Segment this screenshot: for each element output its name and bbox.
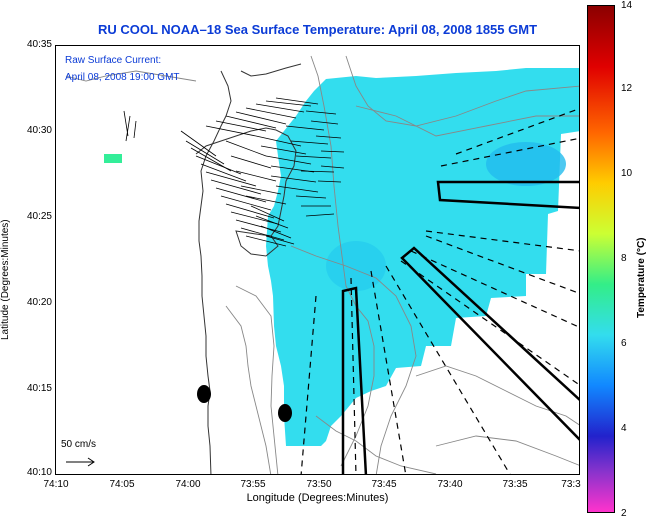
radar-station-marker (278, 404, 292, 422)
sst-cool-patch (326, 241, 386, 291)
current-vectors (123, 97, 345, 247)
sst-warm-patch (104, 154, 122, 163)
coastline (195, 127, 297, 237)
radar-bearings (300, 108, 579, 474)
x-tick-label: 73:35 (502, 479, 528, 490)
colorbar-label: Temperature (°C) (636, 237, 647, 319)
colorbar-tick: 8 (621, 253, 627, 264)
x-tick-label: 74:10 (43, 479, 69, 490)
colorbar-tick: 2 (621, 508, 627, 519)
current-label: Raw Surface Current: (65, 55, 162, 66)
colorbar-tick: 4 (621, 423, 627, 434)
y-tick-label: 40:35 (26, 39, 52, 50)
y-tick-label: 40:30 (26, 125, 52, 136)
sst-cool-patch (486, 142, 566, 186)
map-canvas[interactable]: Raw Surface Current: April 08, 2008 19:0… (55, 45, 580, 475)
x-tick-label: 73:55 (240, 479, 266, 490)
x-tick-label: 73:3 (561, 479, 581, 490)
coastline (240, 63, 302, 77)
colorbar-tick: 6 (621, 338, 627, 349)
radar-station-marker (197, 385, 211, 403)
radar-sectors (341, 180, 579, 474)
x-axis-label: Longitude (Degrees:Minutes) (246, 492, 389, 504)
x-tick-label: 74:05 (109, 479, 135, 490)
y-tick-label: 40:15 (26, 383, 52, 394)
colorbar-tick: 10 (621, 168, 633, 179)
coastline (235, 230, 279, 257)
colorbar-tick: 12 (621, 83, 633, 94)
y-tick-label: 40:10 (26, 467, 52, 478)
x-tick-label: 73:45 (371, 479, 397, 490)
x-tick-label: 73:40 (437, 479, 463, 490)
scale-label: 50 cm/s (61, 439, 97, 450)
map-title: RU COOL NOAA–18 Sea Surface Temperature:… (97, 22, 538, 37)
current-timestamp: April 08, 2008 19:00 GMT (65, 72, 180, 83)
x-tick-label: 73:50 (306, 479, 332, 490)
scale-arrow (66, 457, 95, 467)
coastline (198, 70, 232, 474)
y-tick-label: 40:25 (26, 211, 52, 222)
x-tick-label: 74:00 (175, 479, 201, 490)
y-tick-label: 40:20 (26, 297, 52, 308)
map-graphics (65, 55, 579, 474)
colorbar-tick: 14 (621, 0, 633, 11)
y-axis-label: Latitude (Degrees:Minutes) (0, 219, 11, 340)
bathymetry-contours (65, 55, 579, 474)
temperature-colorbar (587, 5, 615, 513)
